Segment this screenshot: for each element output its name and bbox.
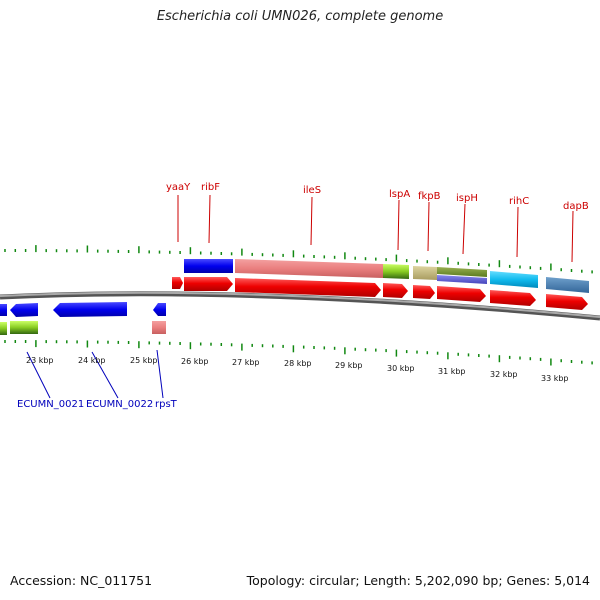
feature-ECUMN_0021[interactable]: [10, 303, 38, 317]
gene-label-dapB[interactable]: dapB: [563, 201, 589, 212]
cds-rihC[interactable]: [490, 290, 536, 306]
cds-dapB[interactable]: [546, 294, 588, 310]
kbp-label: 23 kbp: [26, 356, 54, 365]
gene-label-rpsT[interactable]: rpsT: [155, 399, 178, 410]
kbp-label: 30 kbp: [387, 364, 415, 373]
feature-lower-pink[interactable]: [152, 321, 166, 334]
kbp-label: 27 kbp: [232, 358, 260, 367]
gene-labels-top: yaaY ribF ileS lspA fkpB ispH rihC dapB: [166, 182, 589, 212]
gene-label-fkpB[interactable]: fkpB: [418, 191, 441, 202]
kbp-scale-labels: 23 kbp 24 kbp 25 kbp 26 kbp 27 kbp 28 kb…: [26, 356, 569, 383]
kbp-label: 31 kbp: [438, 367, 466, 376]
feature-ileS[interactable]: [235, 259, 383, 278]
tick-track-lower: [4, 340, 593, 366]
gene-label-ileS[interactable]: ileS: [303, 185, 321, 196]
feature-row-upper: [184, 259, 589, 293]
kbp-label: 26 kbp: [181, 357, 209, 366]
tick-track-upper: [4, 245, 593, 274]
cds-row-upper: [172, 277, 588, 310]
feature-ispH-top[interactable]: [437, 267, 487, 277]
cds-yaaY[interactable]: [172, 277, 183, 289]
feature-fkpB[interactable]: [413, 266, 437, 280]
cds-fkpB[interactable]: [413, 285, 435, 299]
cds-lspA[interactable]: [383, 283, 408, 298]
kbp-label: 33 kbp: [541, 374, 569, 383]
genome-backbone-highlight: [0, 291, 600, 318]
feature-lower-green-left[interactable]: [0, 322, 7, 335]
feature-ispH-bottom[interactable]: [437, 275, 487, 284]
gene-label-lspA[interactable]: lspA: [389, 189, 410, 200]
gene-labels-bottom: ECUMN_0021 ECUMN_0022 rpsT: [17, 399, 178, 410]
feature-ECUMN_0022[interactable]: [53, 302, 127, 317]
kbp-label: 29 kbp: [335, 361, 363, 370]
feature-lower-green[interactable]: [10, 321, 38, 334]
feature-dapB[interactable]: [546, 277, 589, 293]
feature-left-partial[interactable]: [0, 304, 7, 316]
gene-label-yaaY[interactable]: yaaY: [166, 182, 191, 193]
feature-row-lower: [0, 302, 166, 335]
cds-ileS[interactable]: [235, 278, 381, 297]
gene-label-ECUMN_0021[interactable]: ECUMN_0021: [17, 399, 84, 410]
kbp-label: 24 kbp: [78, 356, 106, 365]
gene-label-ribF[interactable]: ribF: [201, 182, 220, 193]
cds-ispH[interactable]: [437, 286, 486, 302]
feature-lspA[interactable]: [383, 264, 409, 279]
feature-rihC[interactable]: [490, 271, 538, 288]
cds-ribF[interactable]: [184, 277, 233, 291]
gene-label-ispH[interactable]: ispH: [456, 193, 478, 204]
feature-rpsT[interactable]: [153, 303, 166, 316]
gene-label-ECUMN_0022[interactable]: ECUMN_0022: [86, 399, 153, 410]
kbp-label: 28 kbp: [284, 359, 312, 368]
accession-text: Accession: NC_011751: [10, 573, 153, 588]
kbp-label: 25 kbp: [130, 356, 158, 365]
gene-label-rihC[interactable]: rihC: [509, 196, 529, 207]
label-leaders: [26, 194, 574, 399]
kbp-label: 32 kbp: [490, 370, 518, 379]
genome-backbone: [0, 291, 600, 321]
feature-ribF[interactable]: [184, 259, 233, 273]
summary-text: Topology: circular; Length: 5,202,090 bp…: [246, 573, 590, 588]
map-title: Escherichia coli UMN026, complete genome: [156, 9, 444, 24]
